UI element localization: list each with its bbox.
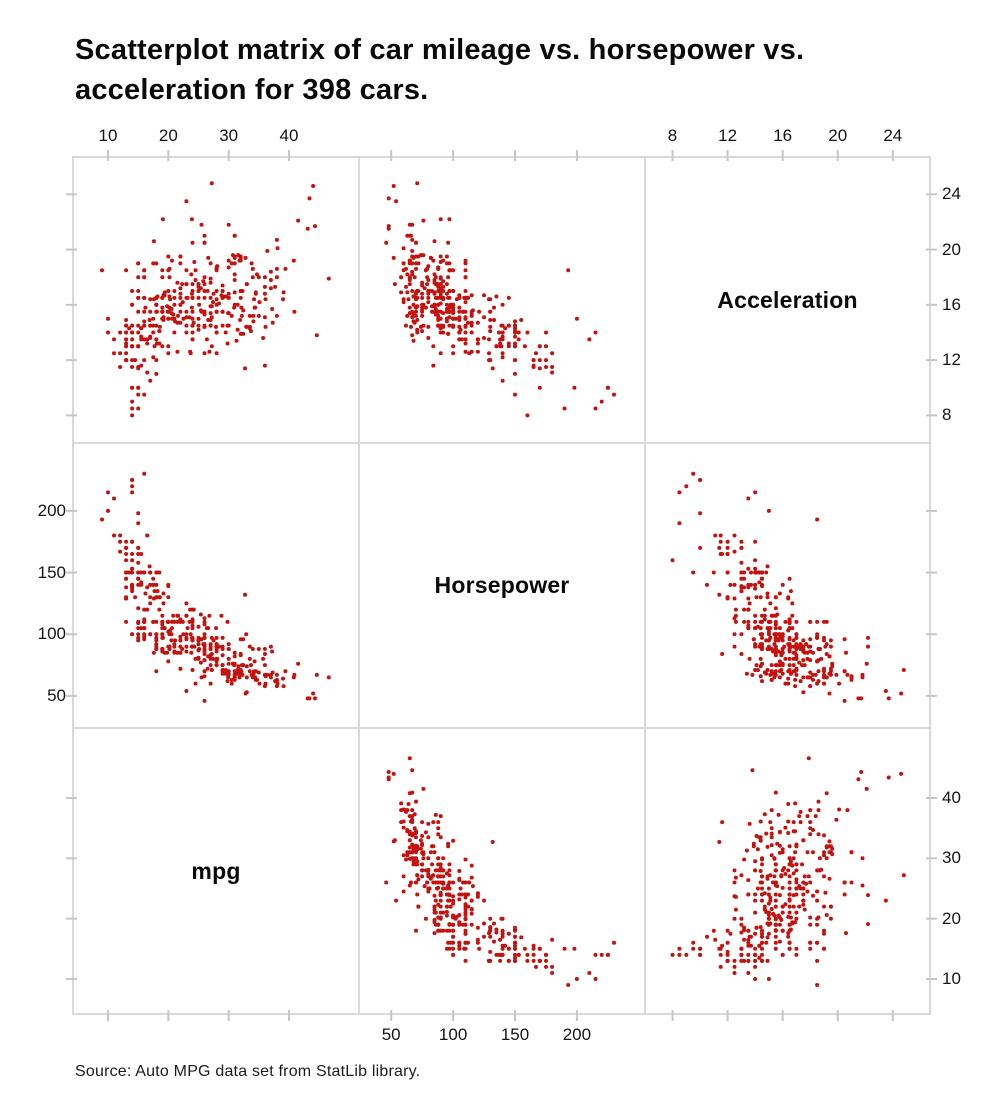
- tick-label: 20: [942, 239, 961, 259]
- scatter-cell-horsepower-vs-acceleration: [670, 471, 906, 703]
- figure-title-line1: Scatterplot matrix of car mileage vs. ho…: [75, 34, 805, 66]
- tick-label: 12: [718, 126, 738, 145]
- tick-label: 30: [219, 126, 239, 145]
- scatter-cell-mpg-vs-horsepower: [384, 756, 616, 987]
- figure-title-line2: acceleration for 398 cars.: [75, 74, 429, 107]
- scatter-cell-acceleration-vs-mpg: [100, 181, 331, 418]
- scatter-cell-acceleration-vs-horsepower: [384, 181, 616, 418]
- tick-label: 100: [438, 1025, 468, 1044]
- tick-label: 24: [942, 184, 961, 204]
- tick-label: 100: [37, 624, 66, 644]
- tick-label: 20: [158, 126, 178, 145]
- tick-label: 40: [942, 787, 961, 807]
- tick-label: 20: [828, 126, 848, 145]
- tick-label: 8: [667, 126, 678, 145]
- matrix-frame: [72, 156, 931, 1015]
- variable-label-horsepower: Horsepower: [434, 572, 570, 598]
- tick-label: 30: [942, 848, 961, 868]
- scatter-cell-mpg-vs-acceleration: [670, 756, 906, 987]
- tick-label: 16: [942, 294, 961, 314]
- tick-label: 50: [381, 1025, 401, 1044]
- tick-label: 10: [98, 126, 118, 145]
- scatter-cell-horsepower-vs-mpg: [100, 471, 331, 703]
- tick-label: 200: [562, 1025, 592, 1044]
- tick-label: 150: [37, 562, 66, 582]
- tick-label: 20: [942, 908, 961, 928]
- tick-label: 16: [773, 126, 793, 145]
- tick-label: 150: [500, 1025, 530, 1044]
- tick-marks: [66, 150, 937, 1021]
- source-note: Source: Auto MPG data set from StatLib l…: [75, 1063, 421, 1080]
- variable-label-mpg: mpg: [191, 857, 241, 884]
- tick-label: 12: [942, 350, 961, 370]
- variable-label-acceleration: Acceleration: [717, 286, 858, 313]
- tick-label: 8: [942, 405, 952, 425]
- tick-label: 50: [47, 685, 66, 705]
- tick-label: 24: [883, 126, 903, 145]
- tick-label: 10: [942, 969, 961, 988]
- figure-title: Scatterplot matrix of car mileage vs. ho…: [75, 30, 945, 110]
- tick-label: 40: [279, 126, 299, 145]
- tick-label: 200: [37, 500, 66, 520]
